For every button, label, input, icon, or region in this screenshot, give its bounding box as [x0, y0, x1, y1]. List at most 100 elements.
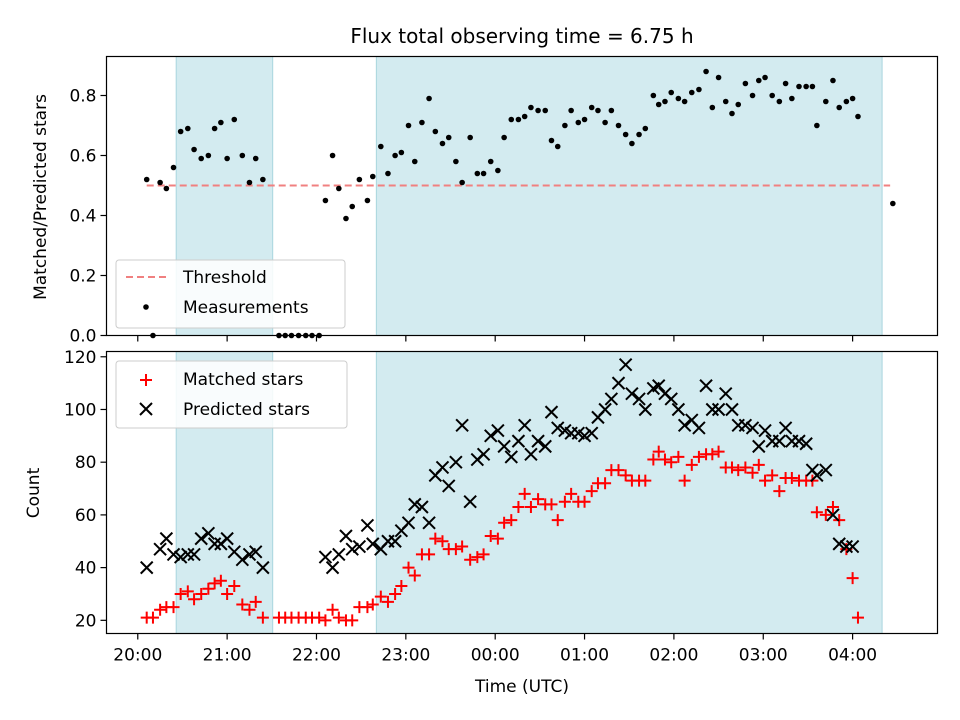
measurement-point: [554, 143, 561, 150]
predicted-star-marker: [140, 560, 154, 575]
matched-star-marker: [221, 587, 234, 600]
predicted-star-marker: [752, 439, 766, 454]
matched-star-marker: [612, 464, 625, 477]
measurement-point: [836, 104, 843, 111]
matched-star-marker: [851, 611, 864, 624]
matched-star-marker: [678, 474, 691, 487]
measurement-point: [198, 155, 205, 162]
matched-star-marker: [532, 493, 545, 506]
y-tick-label: 60: [75, 506, 97, 526]
measurement-point: [157, 179, 163, 186]
predicted-star-marker: [632, 392, 646, 406]
x-tick-label: 04:00: [828, 646, 877, 666]
predicted-star-marker: [159, 531, 174, 546]
matched-star-marker: [423, 548, 436, 561]
measurement-point: [364, 197, 371, 204]
measurement-point: [528, 104, 534, 111]
predicted-star-marker: [235, 552, 250, 567]
matched-star-marker: [599, 477, 612, 490]
bottom-panel: 20 40 60 80 100 120 20:00 21:00 22:00 23:00 00:00…: [24, 348, 939, 697]
matched-star-marker: [652, 445, 665, 458]
matched-star-marker: [585, 485, 598, 498]
matched-star-marker: [752, 458, 765, 471]
measurement-point: [392, 152, 398, 159]
measurement-point: [814, 122, 820, 129]
legend-threshold-label: Threshold: [182, 268, 267, 288]
measurement-point: [369, 173, 376, 180]
measurement-point: [211, 125, 218, 132]
matched-star-marker: [389, 587, 402, 600]
matched-star-marker: [551, 514, 564, 527]
measurement-point: [762, 74, 768, 81]
matched-star-marker: [712, 445, 725, 458]
matched-star-marker: [639, 474, 652, 487]
measurement-point: [480, 170, 487, 177]
matched-star-marker: [181, 585, 194, 598]
matched-star-marker: [672, 450, 685, 463]
measurement-point: [419, 119, 425, 126]
measurement-point: [668, 89, 675, 96]
predicted-star-marker: [725, 402, 739, 417]
matched-star-marker: [826, 500, 839, 513]
matched-star-marker: [619, 469, 632, 482]
matched-star-marker: [214, 574, 227, 587]
matched-star-marker: [545, 498, 558, 511]
matched-star-marker: [484, 529, 497, 542]
matched-star-marker: [202, 582, 215, 595]
matched-star-marker: [236, 598, 249, 611]
predicted-star-marker: [345, 542, 359, 556]
measurement-point: [185, 125, 191, 132]
y-tick-label: 0.0: [69, 327, 96, 347]
matched-star-marker: [685, 458, 698, 471]
matched-star-marker: [319, 614, 332, 627]
matched-star-marker: [471, 551, 484, 564]
measurement-point: [681, 98, 688, 105]
predicted-star-marker: [819, 463, 833, 477]
matched-star-marker: [491, 532, 504, 545]
matched-star-marker: [498, 516, 511, 529]
legend-matched-swatch: [140, 374, 152, 386]
measurement-point: [459, 179, 465, 186]
predicted-star-marker: [577, 429, 592, 443]
predicted-star-marker: [677, 418, 692, 433]
predicted-star-marker: [792, 434, 806, 448]
predicted-star-marker: [497, 439, 511, 454]
predicted-star-marker: [491, 423, 505, 438]
predicted-star-marker: [625, 386, 639, 401]
matched-star-marker: [512, 500, 525, 513]
predicted-star-marker: [711, 402, 726, 417]
matched-star-marker: [195, 587, 208, 600]
matched-star-marker: [381, 595, 394, 608]
predicted-star-marker: [484, 429, 498, 443]
measurement-point: [581, 116, 588, 123]
measurement-point: [398, 149, 405, 156]
predicted-star-marker: [388, 534, 402, 548]
measurement-point: [515, 116, 522, 123]
measurement-point: [755, 77, 762, 84]
bottom-x-ticks: 20:00 21:00 22:00 23:00 00:00 01:00 02:00 03:00…: [113, 633, 877, 666]
matched-star-marker: [819, 508, 832, 521]
predicted-star-marker: [463, 495, 477, 509]
measurement-point: [722, 98, 729, 105]
bottom-legend-box: [115, 360, 348, 429]
top-plot-frame: [105, 55, 939, 337]
predicted-star-marker: [153, 542, 167, 556]
matched-star-marker: [505, 514, 518, 527]
measurement-point: [636, 131, 642, 138]
legend-matched-label: Matched stars: [183, 370, 303, 390]
bottom-y-ticks: 20 40 60 80 100 120: [64, 348, 107, 631]
measurement-point: [231, 116, 238, 123]
matched-star-marker: [361, 601, 374, 614]
measurement-point: [688, 89, 695, 96]
measurement-point: [562, 122, 568, 129]
predicted-star-marker: [671, 402, 686, 417]
matched-star-marker: [565, 487, 578, 500]
predicted-star-marker: [187, 547, 201, 562]
measurement-point: [239, 152, 246, 159]
predicted-star-marker: [449, 455, 463, 469]
measurement-point: [729, 110, 735, 117]
measurement-point: [218, 119, 224, 126]
measurement-point: [170, 164, 177, 171]
measurement-point: [662, 98, 668, 105]
measurement-point: [487, 158, 494, 165]
